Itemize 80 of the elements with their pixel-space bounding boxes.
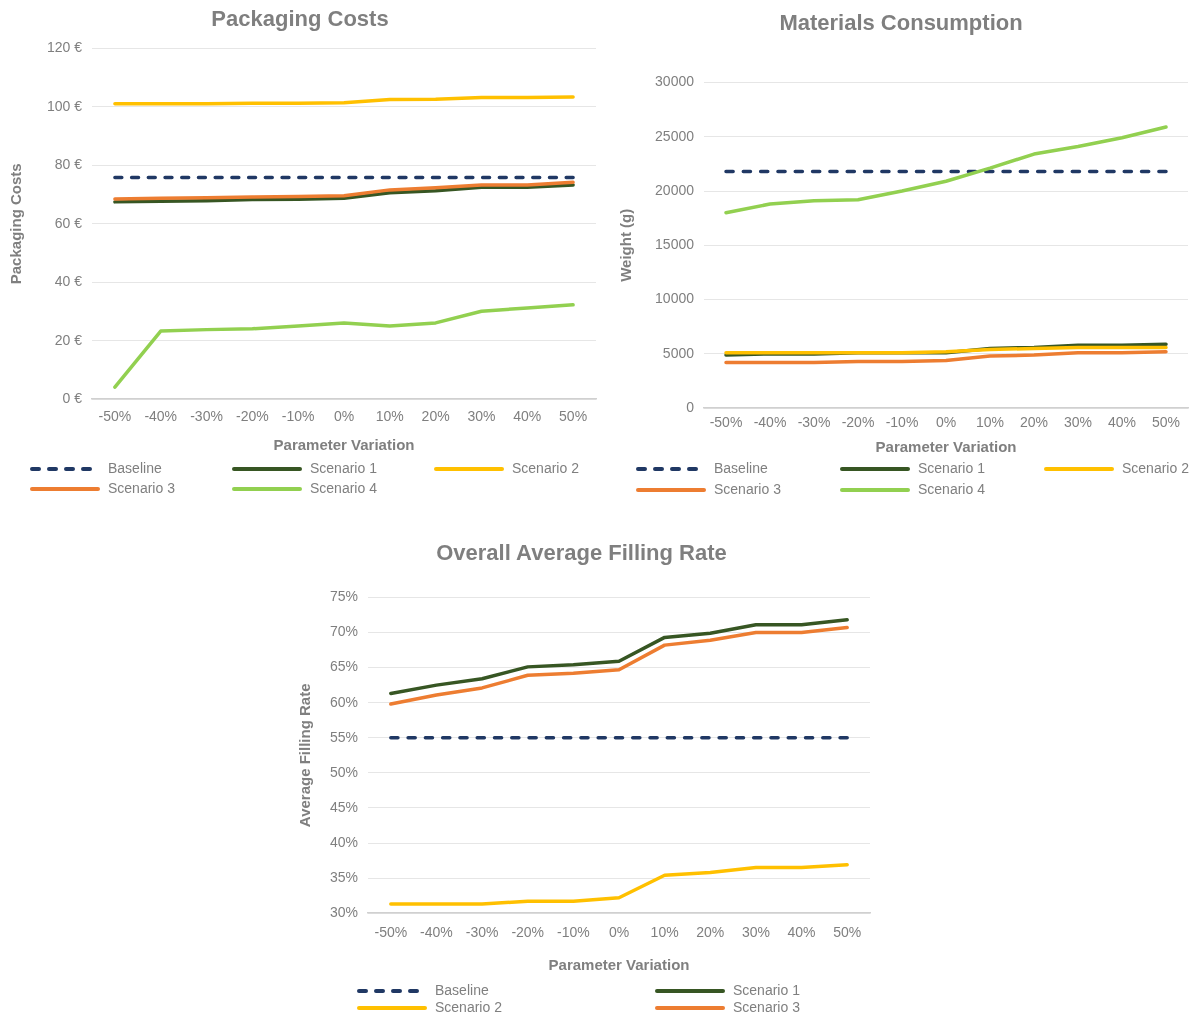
- x-tick-label: -50%: [374, 924, 408, 941]
- legend-label: Scenario 4: [310, 479, 378, 496]
- x-tick-label: 40%: [787, 924, 816, 941]
- x-tick-label: 20%: [696, 924, 725, 941]
- y-axis-title: Weight (g): [617, 208, 635, 282]
- y-tick-label: 20000: [655, 181, 695, 198]
- x-tick-label: 0%: [608, 924, 630, 941]
- x-axis-title: Parameter Variation: [273, 436, 415, 454]
- x-axis-title: Parameter Variation: [875, 438, 1017, 456]
- y-tick-label: 45%: [329, 798, 358, 815]
- y-tick-label: 55%: [329, 728, 358, 745]
- y-tick-label: 120 €: [46, 39, 83, 56]
- x-tick-label: 40%: [513, 408, 542, 425]
- y-tick-label: 25000: [655, 127, 695, 144]
- y-tick-label: 70%: [329, 623, 358, 640]
- x-tick-label: -20%: [511, 924, 545, 941]
- x-tick-label: 10%: [975, 414, 1005, 431]
- x-tick-label: 30%: [467, 408, 496, 425]
- legend-label: Scenario 1: [918, 459, 986, 476]
- y-tick-label: 0 €: [62, 390, 83, 407]
- legend-label: Scenario 1: [310, 459, 378, 476]
- y-tick-label: 80 €: [54, 156, 83, 173]
- x-tick-label: 50%: [833, 924, 862, 941]
- y-tick-label: 0: [686, 399, 695, 416]
- x-tick-label: 30%: [741, 924, 770, 941]
- y-tick-label: 30000: [655, 73, 695, 90]
- x-tick-label: -40%: [753, 414, 787, 431]
- x-tick-label: 50%: [1151, 414, 1181, 431]
- legend-label: Baseline: [714, 459, 768, 476]
- x-tick-label: -40%: [144, 408, 178, 425]
- x-tick-label: 40%: [1107, 414, 1137, 431]
- chart-title: Overall Average Filling Rate: [436, 540, 727, 566]
- x-tick-label: -20%: [841, 414, 875, 431]
- legend-label: Scenario 2: [512, 459, 580, 476]
- legend-label: Scenario 3: [714, 480, 782, 497]
- y-tick-label: 50%: [329, 763, 358, 780]
- x-tick-label: -50%: [709, 414, 743, 431]
- legend-label: Scenario 2: [435, 998, 503, 1014]
- y-axis-title: Average Filling Rate: [296, 683, 314, 828]
- x-axis-title: Parameter Variation: [548, 956, 690, 974]
- x-tick-label: -10%: [281, 408, 315, 425]
- legend-label: Scenario 3: [108, 479, 176, 496]
- x-tick-label: 10%: [650, 924, 679, 941]
- x-tick-label: 20%: [421, 408, 450, 425]
- y-tick-label: 100 €: [46, 97, 83, 114]
- y-tick-label: 60 €: [54, 214, 83, 231]
- legend-label: Scenario 1: [733, 981, 801, 998]
- x-tick-label: 10%: [375, 408, 404, 425]
- legend-label: Baseline: [108, 459, 162, 476]
- y-tick-label: 65%: [329, 658, 358, 675]
- x-tick-label: 0%: [935, 414, 957, 431]
- x-tick-label: 0%: [333, 408, 355, 425]
- x-tick-label: -30%: [465, 924, 499, 941]
- y-tick-label: 35%: [329, 868, 358, 885]
- chart-title: Materials Consumption: [779, 10, 1023, 36]
- x-tick-label: -30%: [190, 408, 223, 425]
- legend-label: Scenario 4: [918, 480, 986, 497]
- y-tick-label: 20 €: [54, 331, 83, 348]
- y-tick-label: 40%: [329, 833, 358, 850]
- legend-label: Scenario 3: [733, 998, 801, 1014]
- chart-title: Packaging Costs: [211, 6, 389, 32]
- x-tick-label: -20%: [236, 408, 269, 425]
- y-axis-title: Packaging Costs: [7, 163, 25, 285]
- y-tick-label: 30%: [329, 904, 358, 921]
- x-tick-label: 50%: [559, 408, 588, 425]
- y-tick-label: 75%: [329, 588, 358, 605]
- x-tick-label: 20%: [1019, 414, 1049, 431]
- x-tick-label: -30%: [797, 414, 831, 431]
- legend-label: Baseline: [435, 981, 489, 998]
- y-tick-label: 60%: [329, 693, 358, 710]
- y-tick-label: 15000: [655, 236, 695, 253]
- x-tick-label: 30%: [1063, 414, 1093, 431]
- y-tick-label: 10000: [655, 290, 695, 307]
- x-tick-label: -40%: [420, 924, 453, 941]
- x-tick-label: -10%: [557, 924, 590, 941]
- x-tick-label: -10%: [885, 414, 919, 431]
- y-tick-label: 5000: [662, 344, 695, 361]
- legend-label: Scenario 2: [1122, 459, 1190, 476]
- y-tick-label: 40 €: [54, 273, 83, 290]
- x-tick-label: -50%: [98, 408, 132, 425]
